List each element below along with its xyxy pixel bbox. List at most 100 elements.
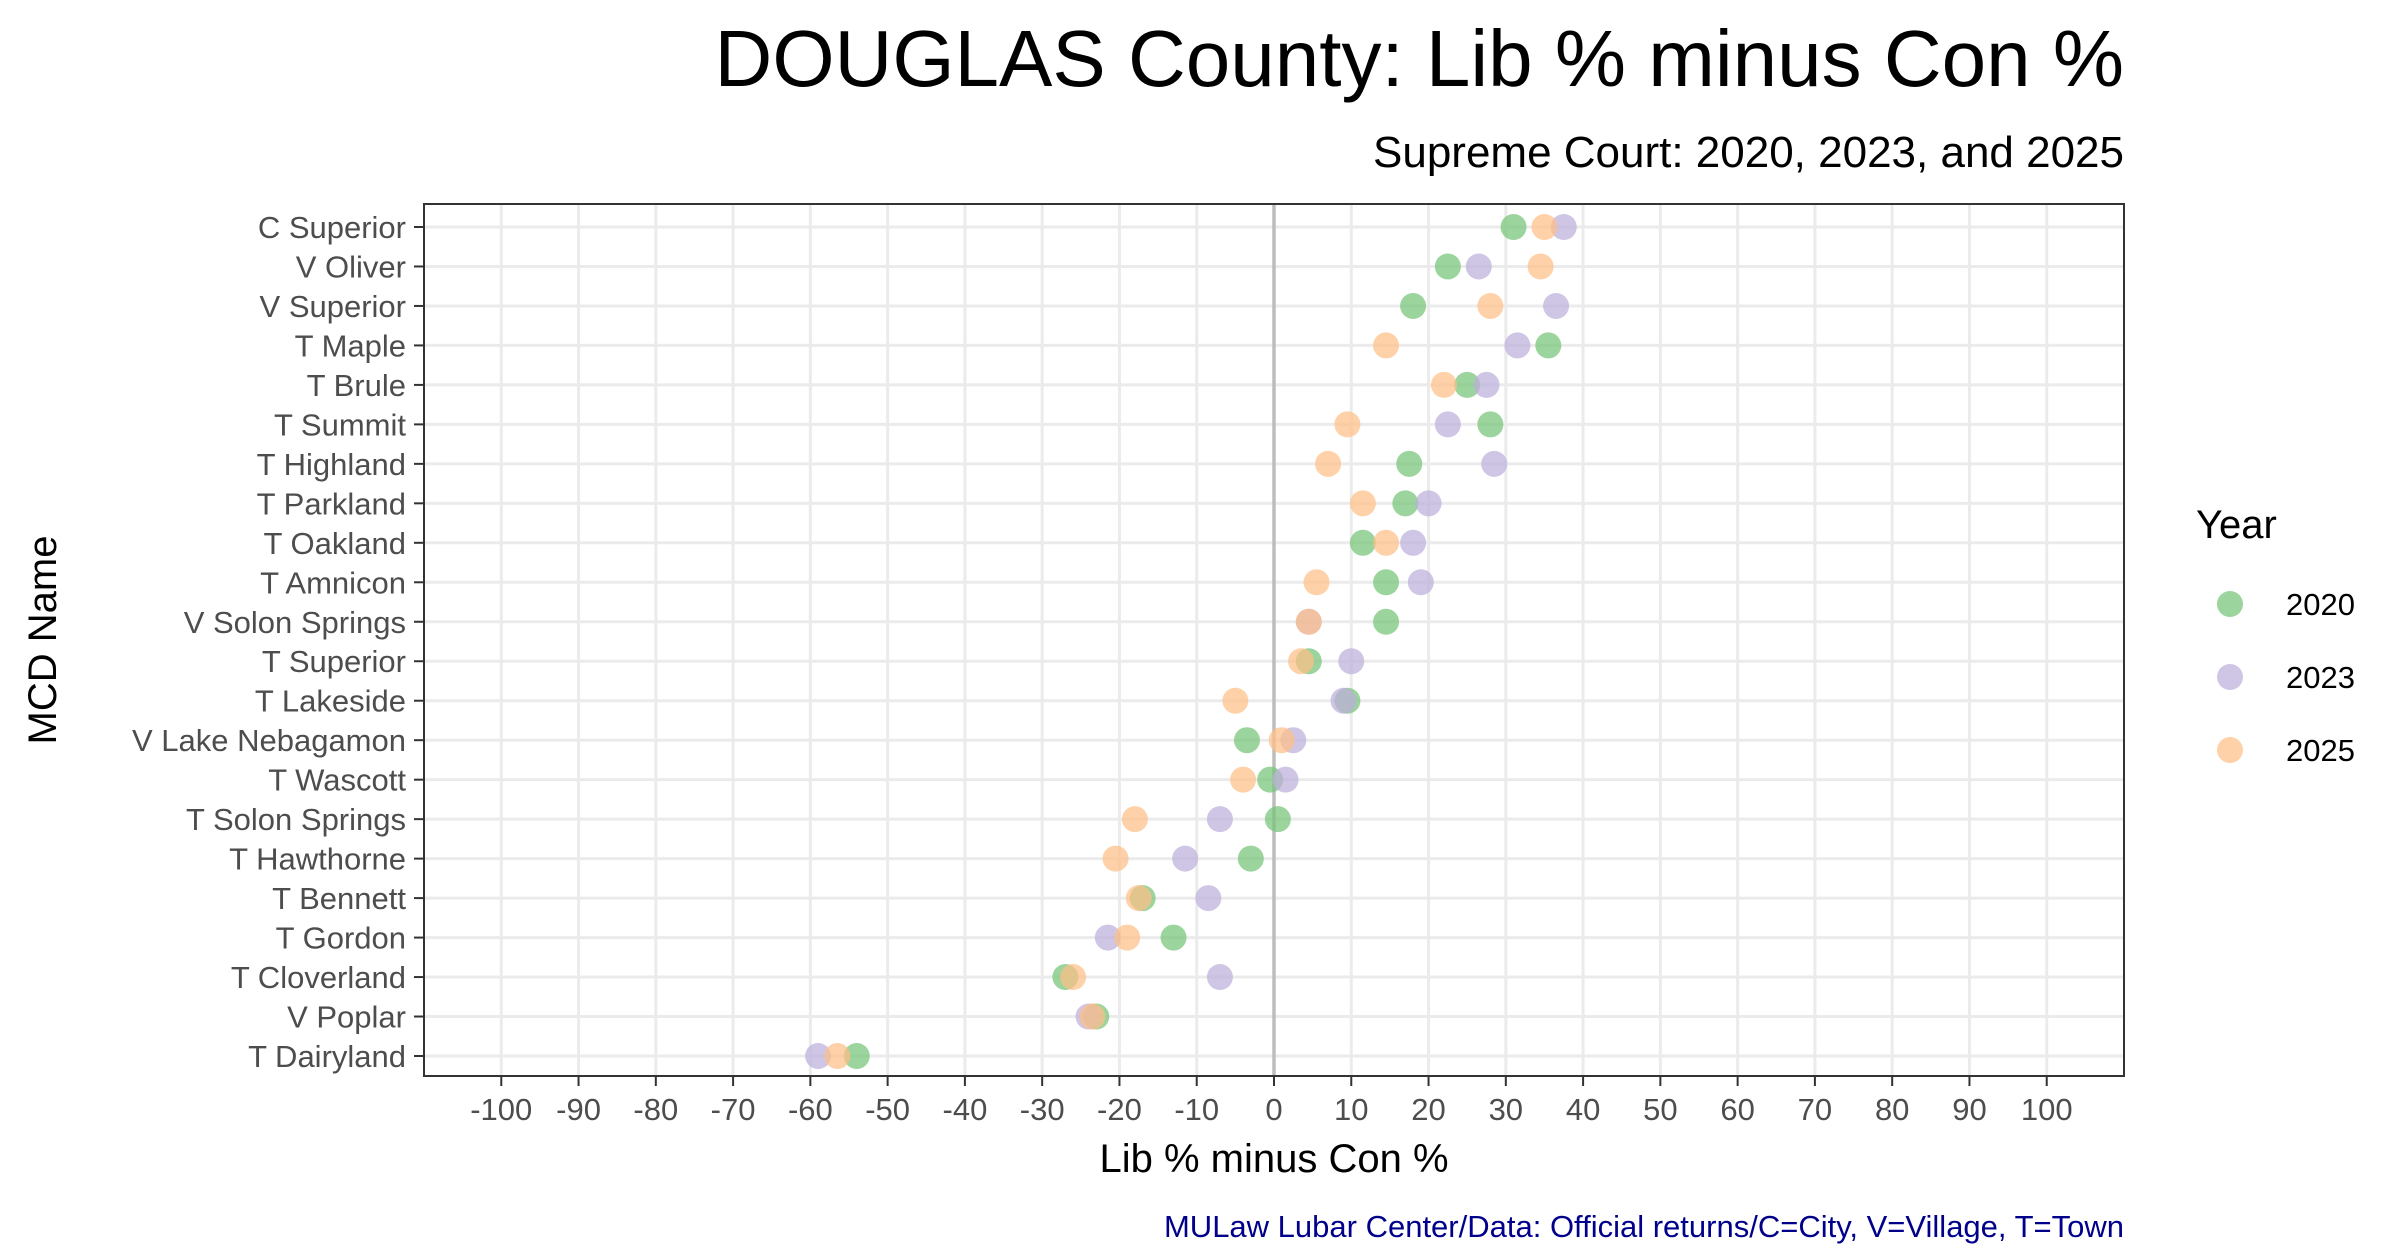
x-tick-label: 30 xyxy=(1489,1092,1523,1127)
y-tick-label: T Cloverland xyxy=(231,960,406,995)
data-point xyxy=(1473,371,1500,398)
y-tick-label: V Oliver xyxy=(296,249,406,284)
data-point xyxy=(1160,924,1187,951)
y-tick-label: T Summit xyxy=(274,407,406,442)
y-tick-label: C Superior xyxy=(258,210,406,245)
x-tick-label: 100 xyxy=(2021,1092,2073,1127)
y-tick-label: T Superior xyxy=(262,644,406,679)
data-point xyxy=(1114,924,1141,951)
y-tick-label: T Highland xyxy=(257,447,406,482)
legend-key xyxy=(2217,664,2243,690)
data-point xyxy=(1079,1003,1106,1030)
x-tick-label: -40 xyxy=(943,1092,988,1127)
x-tick-label: 60 xyxy=(1720,1092,1754,1127)
data-point xyxy=(1102,845,1129,872)
data-point xyxy=(1527,253,1554,280)
x-tick-label: 80 xyxy=(1875,1092,1909,1127)
data-point xyxy=(1477,411,1504,438)
y-tick-label: T Amnicon xyxy=(260,565,406,600)
x-tick-label: 40 xyxy=(1566,1092,1600,1127)
x-tick-label: 0 xyxy=(1265,1092,1282,1127)
data-point xyxy=(1060,964,1087,991)
x-tick-label: 10 xyxy=(1334,1092,1368,1127)
data-point xyxy=(1264,806,1291,833)
y-tick-label: T Parkland xyxy=(257,486,406,521)
x-tick-label: -10 xyxy=(1174,1092,1219,1127)
data-point xyxy=(1338,648,1365,675)
x-tick-label: -80 xyxy=(633,1092,678,1127)
data-point xyxy=(1268,727,1295,754)
x-tick-label: -100 xyxy=(470,1092,532,1127)
x-axis: -100 -90 -80 -70 -60 -50 -40 -30 -20 -10 0 10 20 30 40… xyxy=(470,1076,2073,1127)
data-point xyxy=(1477,292,1504,319)
series-2025 xyxy=(824,214,1558,1069)
data-point xyxy=(1454,371,1481,398)
y-tick-label: T Brule xyxy=(307,368,406,403)
x-tick-label: 90 xyxy=(1952,1092,1986,1127)
data-point xyxy=(1373,332,1400,359)
legend-label: 2020 xyxy=(2286,587,2355,622)
data-point xyxy=(1396,450,1423,477)
data-point xyxy=(1400,292,1427,319)
y-tick-label: T Bennett xyxy=(272,881,406,916)
data-point xyxy=(1094,924,1121,951)
x-tick-label: -50 xyxy=(865,1092,910,1127)
chart-caption: MULaw Lubar Center/Data: Official return… xyxy=(1164,1209,2124,1244)
chart-subtitle: Supreme Court: 2020, 2023, and 2025 xyxy=(1373,128,2124,177)
data-point xyxy=(1373,608,1400,635)
data-point xyxy=(1407,569,1434,596)
data-point xyxy=(1272,766,1299,793)
y-tick-label: V Poplar xyxy=(287,1000,406,1035)
y-tick-label: T Oakland xyxy=(264,526,406,561)
legend: Year 2020 2023 2025 xyxy=(2196,503,2355,768)
data-point xyxy=(1303,569,1330,596)
data-point xyxy=(1206,806,1233,833)
y-tick-label: T Maple xyxy=(295,328,406,363)
data-point xyxy=(1465,253,1492,280)
data-point xyxy=(1550,214,1577,240)
data-point xyxy=(1195,885,1222,912)
data-point xyxy=(1349,490,1376,517)
data-point xyxy=(1334,411,1361,438)
y-tick-label: V Solon Springs xyxy=(184,605,406,640)
data-point xyxy=(1288,648,1315,675)
data-point xyxy=(824,1043,851,1069)
points-layer xyxy=(805,214,1577,1069)
x-tick-label: 20 xyxy=(1411,1092,1445,1127)
data-point xyxy=(1330,687,1357,714)
data-point xyxy=(843,1043,870,1069)
y-tick-label: T Dairyland xyxy=(248,1039,406,1074)
x-tick-label: -60 xyxy=(788,1092,833,1127)
y-axis-title: MCD Name xyxy=(21,536,65,745)
data-point xyxy=(1481,450,1508,477)
data-point xyxy=(1121,806,1148,833)
data-point xyxy=(805,1043,832,1069)
data-point xyxy=(1434,411,1461,438)
data-point xyxy=(1434,253,1461,280)
data-point xyxy=(1125,885,1152,912)
legend-key xyxy=(2217,591,2243,617)
x-axis-title: Lib % minus Con % xyxy=(1099,1137,1448,1181)
y-tick-label: T Gordon xyxy=(276,921,406,956)
data-point xyxy=(1504,332,1531,359)
data-point xyxy=(1295,608,1322,635)
x-tick-label: -30 xyxy=(1020,1092,1065,1127)
data-point xyxy=(1373,569,1400,596)
x-tick-label: 50 xyxy=(1643,1092,1677,1127)
data-point xyxy=(1531,214,1558,240)
x-tick-label: -90 xyxy=(556,1092,601,1127)
data-point xyxy=(1543,292,1570,319)
chart-title: DOUGLAS County: Lib % minus Con % xyxy=(715,14,2124,103)
legend-label: 2025 xyxy=(2286,733,2355,768)
y-tick-label: T Lakeside xyxy=(255,684,406,719)
x-tick-label: -20 xyxy=(1097,1092,1142,1127)
data-point xyxy=(1315,450,1342,477)
y-axis: C Superior V Oliver V Superior T Maple T Bru… xyxy=(132,210,424,1074)
data-point xyxy=(1373,529,1400,556)
legend-label: 2023 xyxy=(2286,660,2355,695)
legend-key xyxy=(2217,737,2243,763)
data-point xyxy=(1233,727,1260,754)
data-point xyxy=(1222,687,1249,714)
